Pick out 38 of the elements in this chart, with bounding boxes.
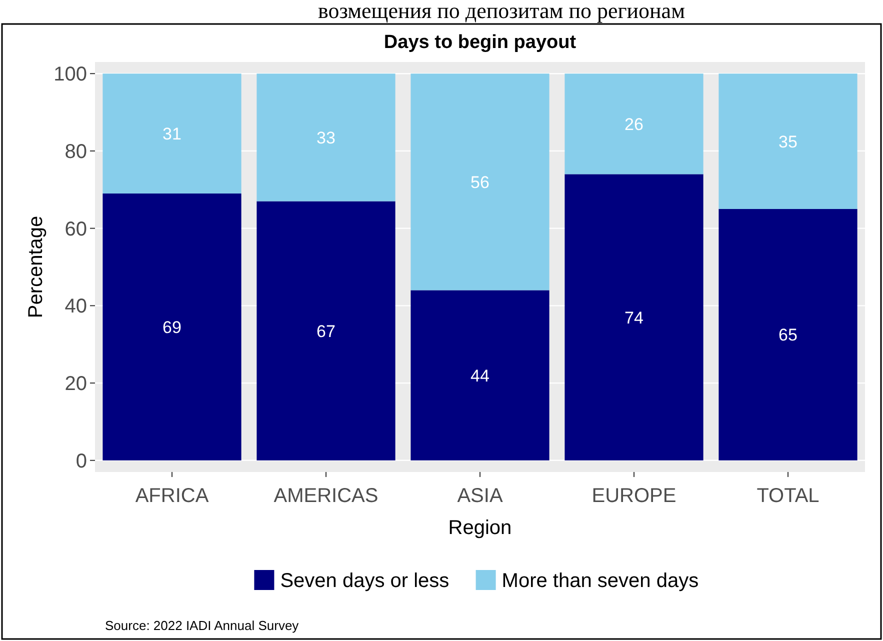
y-axis-title: Percentage — [25, 216, 47, 318]
source-note: Source: 2022 IADI Annual Survey — [105, 618, 300, 633]
y-tick-label: 80 — [64, 140, 87, 163]
y-tick-label: 0 — [76, 450, 87, 472]
x-tick-label: AMERICAS — [274, 485, 378, 507]
x-tick-label: TOTAL — [756, 485, 820, 507]
text: возмещения по депозитам по регионам — [318, 0, 686, 23]
data-label: 56 — [470, 172, 490, 192]
legend-label: Seven days or less — [280, 570, 450, 592]
data-label: 31 — [162, 124, 182, 144]
y-tick-label: 40 — [64, 296, 87, 318]
data-label: 74 — [624, 308, 644, 328]
bar — [718, 74, 858, 209]
bar — [410, 74, 550, 290]
bar — [102, 194, 242, 460]
data-label: 69 — [162, 318, 182, 337]
bar — [410, 290, 550, 460]
bar — [256, 74, 396, 202]
data-label: 35 — [778, 132, 798, 152]
x-tick-label: EUROPE — [592, 485, 676, 507]
bar — [102, 74, 242, 194]
data-label: 33 — [316, 128, 336, 148]
y-tick-label: 20 — [64, 373, 87, 396]
bar — [718, 208, 858, 460]
data-label: 67 — [316, 322, 336, 341]
y-tick-label: 100 — [54, 64, 87, 86]
legend-label: More than seven days — [502, 570, 699, 592]
chart-title: Days to begin payout — [384, 32, 577, 53]
x-tick-label: AFRICA — [135, 485, 210, 507]
data-label: 65 — [778, 326, 798, 345]
data-label: 26 — [624, 114, 644, 134]
x-tick-label: ASIA — [457, 485, 504, 507]
bar — [256, 201, 396, 460]
y-tick-label: 60 — [64, 218, 87, 240]
data-label: 44 — [470, 366, 490, 386]
x-axis-title: Region — [448, 517, 512, 539]
bar — [564, 174, 704, 460]
bar — [564, 74, 704, 174]
